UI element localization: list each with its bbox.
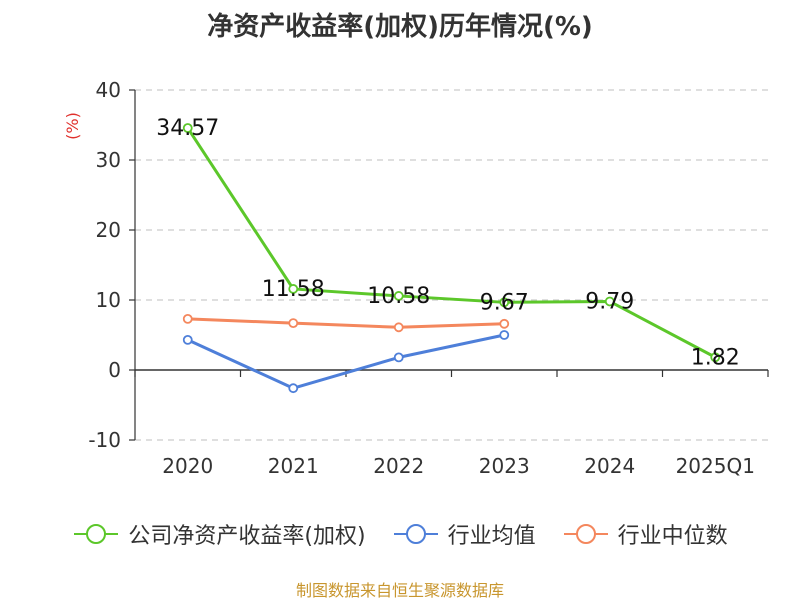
legend-item[interactable]: 行业均值 xyxy=(392,518,536,550)
data-label: 10.58 xyxy=(367,284,430,309)
data-point xyxy=(288,284,299,294)
legend-label: 行业均值 xyxy=(447,524,536,549)
y-tick-label: 40 xyxy=(96,78,121,102)
source-footer: 制图数据来自恒生聚源数据库 xyxy=(295,581,504,600)
legend-marker-circle xyxy=(405,524,426,544)
legend-marker-circle xyxy=(575,524,596,544)
y-axis-label: (%) xyxy=(63,112,82,140)
series-line xyxy=(187,317,505,329)
data-point xyxy=(288,318,299,329)
data-point xyxy=(182,334,193,345)
legend-marker-icon xyxy=(74,524,119,544)
y-tick-label: -10 xyxy=(88,428,121,452)
legend-label: 公司净资产收益率(加权) xyxy=(128,524,366,549)
y-tick-label: 10 xyxy=(96,288,121,312)
y-tick-label: 30 xyxy=(96,148,121,172)
data-label: 11.58 xyxy=(262,277,325,302)
data-point xyxy=(604,296,615,307)
x-tick-label: 2024 xyxy=(584,454,635,478)
x-tick-label: 2023 xyxy=(479,454,530,478)
data-label: 34.57 xyxy=(156,116,219,141)
y-tick-label: 20 xyxy=(96,218,121,242)
data-point xyxy=(288,383,299,394)
x-tick-label: 2025Q1 xyxy=(676,454,755,478)
legend-marker-icon xyxy=(563,524,608,544)
data-point xyxy=(182,313,193,324)
data-point xyxy=(393,291,404,301)
data-point xyxy=(182,123,193,133)
data-label: 9.79 xyxy=(585,289,634,314)
legend: 公司净资产收益率(加权) 行业均值 行业中位数 xyxy=(0,518,800,550)
x-tick-label: 2021 xyxy=(268,454,319,478)
series-line xyxy=(186,127,716,359)
legend-item[interactable]: 行业中位数 xyxy=(562,518,728,550)
data-label: 9.67 xyxy=(480,290,529,315)
data-point xyxy=(499,297,510,308)
legend-marker-circle xyxy=(86,524,107,544)
data-point xyxy=(393,352,404,363)
data-label: 1.82 xyxy=(691,345,740,370)
x-tick-label: 2020 xyxy=(162,454,213,478)
axis-layer: 40 30 20 10 0 -10 2020 2021 2022 2023 2024 2025Q1 xyxy=(88,78,769,478)
data-point xyxy=(393,322,404,333)
series-line xyxy=(187,333,505,390)
x-tick-label: 2022 xyxy=(373,454,424,478)
data-point xyxy=(710,352,721,363)
legend-marker-icon xyxy=(393,524,438,544)
series-layer xyxy=(182,123,721,394)
grid-layer xyxy=(135,89,768,441)
legend-item[interactable]: 公司净资产收益率(加权) xyxy=(72,518,366,550)
legend-label: 行业中位数 xyxy=(617,524,728,549)
data-point xyxy=(499,318,510,329)
data-label-layer: 34.57 11.58 10.58 9.67 9.79 1.82 xyxy=(156,116,739,370)
y-tick-label: 0 xyxy=(108,358,121,382)
chart-title: 净资产收益率(加权)历年情况(%) xyxy=(207,12,593,42)
data-point xyxy=(499,330,510,340)
